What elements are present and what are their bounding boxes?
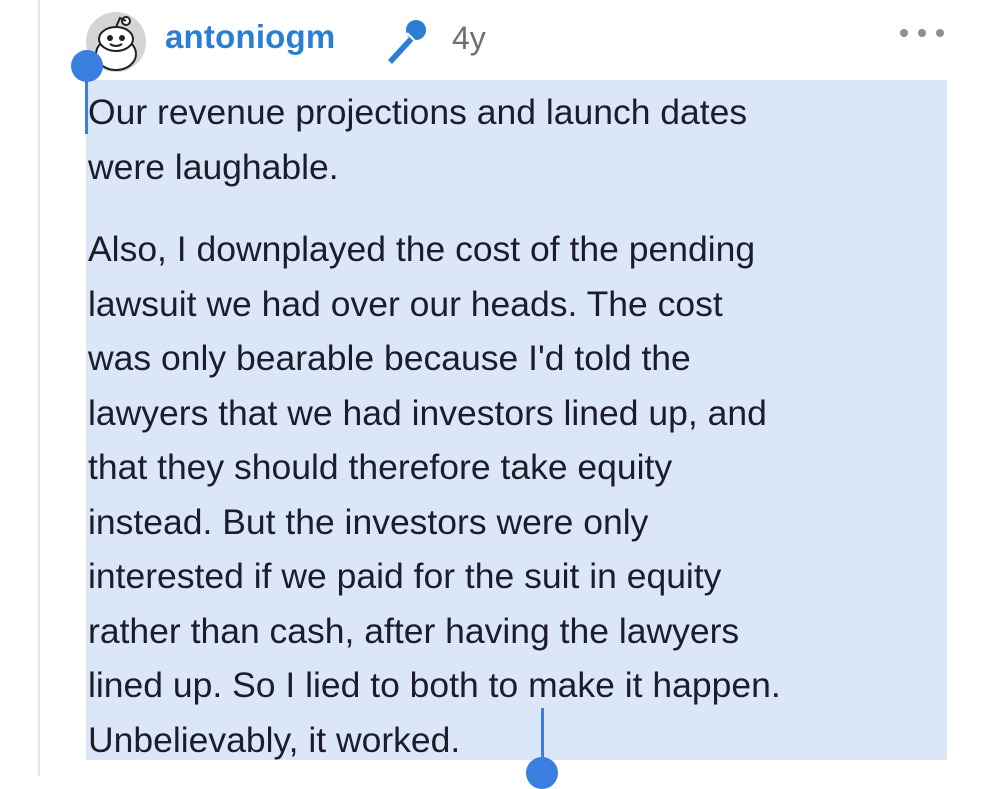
username-link[interactable]: antoniogm xyxy=(165,18,336,55)
comment-line: Unbelievably, it worked. xyxy=(88,719,461,760)
more-horizontal-icon xyxy=(900,29,908,37)
comment-line: was only bearable because I'd told the xyxy=(88,338,691,378)
comment-line: rather than cash, after having the lawye… xyxy=(88,610,740,651)
comment-line: interested if we paid for the suit in eq… xyxy=(88,556,722,596)
thread-line xyxy=(38,0,40,776)
comment-line: were laughable. xyxy=(88,146,339,187)
comment-line: Our revenue projections and launch dates xyxy=(88,92,748,132)
comment-line: instead. But the investors were only xyxy=(88,501,649,542)
text-selection xyxy=(86,80,947,760)
comment-line: lawyers that we had investors lined up, … xyxy=(88,392,767,433)
selection-start-caret xyxy=(85,70,88,134)
comment-header: antoniogm 4y xyxy=(0,0,995,80)
comment-line: lawsuit we had over our heads. The cost xyxy=(88,283,723,324)
comment-line: lined up. So I lied to both to make it h… xyxy=(88,665,781,705)
selection-end-caret xyxy=(541,708,544,766)
snoo-avatar-icon[interactable] xyxy=(86,12,146,72)
microphone-icon xyxy=(380,16,432,73)
comment-age: 4y xyxy=(452,20,486,56)
comment-body: Our revenue projections and launch dates… xyxy=(88,85,968,767)
selection-end-handle[interactable] xyxy=(526,757,558,789)
comment-line: that they should therefore take equity xyxy=(88,447,673,487)
more-options-button[interactable] xyxy=(900,18,944,48)
comment-line: Also, I downplayed the cost of the pendi… xyxy=(88,229,756,269)
